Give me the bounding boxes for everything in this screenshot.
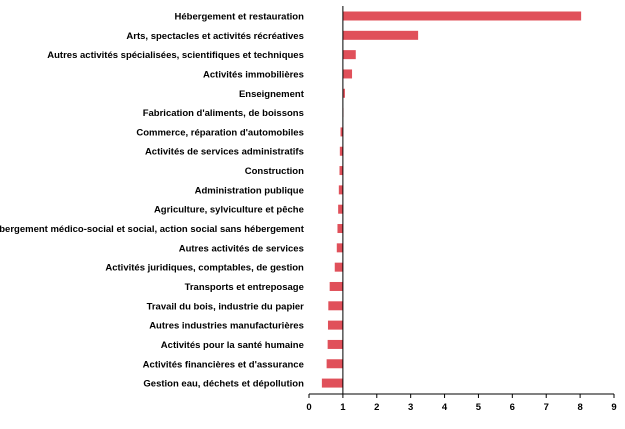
bar-3 (342, 50, 356, 60)
x-tick-label: 2 (374, 402, 379, 413)
category-label: Autres activités de services (179, 243, 304, 254)
bar-11 (338, 204, 343, 214)
bar-16 (328, 301, 343, 311)
category-label: Autres industries manufacturières (149, 321, 304, 332)
category-label: Activités de services administratifs (145, 147, 304, 158)
bar-19 (326, 359, 343, 369)
bar-4 (342, 69, 353, 79)
category-label: Activités juridiques, comptables, de ges… (105, 263, 304, 274)
category-label: Activités pour la santé humaine (161, 340, 304, 351)
category-label: Activités immobilières (203, 69, 304, 80)
bar-9 (339, 166, 343, 176)
x-tick-label: 0 (306, 402, 311, 413)
bar-18 (327, 339, 343, 349)
bar-2 (342, 30, 419, 40)
x-tick-label: 6 (510, 402, 515, 413)
category-labels: Hébergement et restauration Arts, spectac… (0, 12, 305, 390)
x-tick-label: 1 (340, 402, 346, 413)
bars-layer (321, 11, 582, 388)
category-label: Travail du bois, industrie du papier (147, 301, 305, 312)
category-label: Transports et entreposage (185, 282, 304, 293)
x-tick-label: 7 (544, 402, 549, 413)
x-axis: 0 1 2 3 4 5 6 7 8 9 (306, 6, 617, 413)
bar-7 (340, 127, 343, 137)
category-label: Activités financières et d'assurance (143, 359, 304, 370)
category-label: Fabrication d'aliments, de boissons (143, 108, 304, 119)
x-tick-label: 3 (408, 402, 413, 413)
bar-17 (327, 320, 343, 330)
x-tick-label: 4 (442, 402, 448, 413)
bar-1 (342, 11, 582, 21)
category-label: Administration publique (195, 185, 304, 196)
bar-20 (321, 378, 343, 388)
bar-8 (339, 146, 343, 156)
x-tick-label: 5 (476, 402, 482, 413)
category-label: Enseignement (239, 89, 305, 100)
category-label: Hébergement médico-social et social, act… (0, 224, 305, 235)
category-label: Hébergement et restauration (175, 12, 305, 23)
bar-15 (329, 281, 343, 291)
bar-13 (336, 243, 343, 253)
category-label: Commerce, réparation d'automobiles (136, 127, 304, 138)
category-label: Construction (245, 166, 304, 177)
category-label: Agriculture, sylviculture et pêche (154, 205, 304, 216)
x-tick-label: 9 (611, 402, 616, 413)
bar-10 (338, 185, 343, 195)
bar-12 (337, 224, 343, 234)
category-label: Arts, spectacles et activités récréative… (126, 31, 303, 42)
x-tick-label: 8 (577, 402, 582, 413)
category-label: Autres activités spécialisées, scientifi… (47, 50, 304, 61)
bar-14 (334, 262, 343, 272)
bar-5 (342, 88, 345, 98)
category-label: Gestion eau, déchets et dépollution (143, 379, 304, 390)
